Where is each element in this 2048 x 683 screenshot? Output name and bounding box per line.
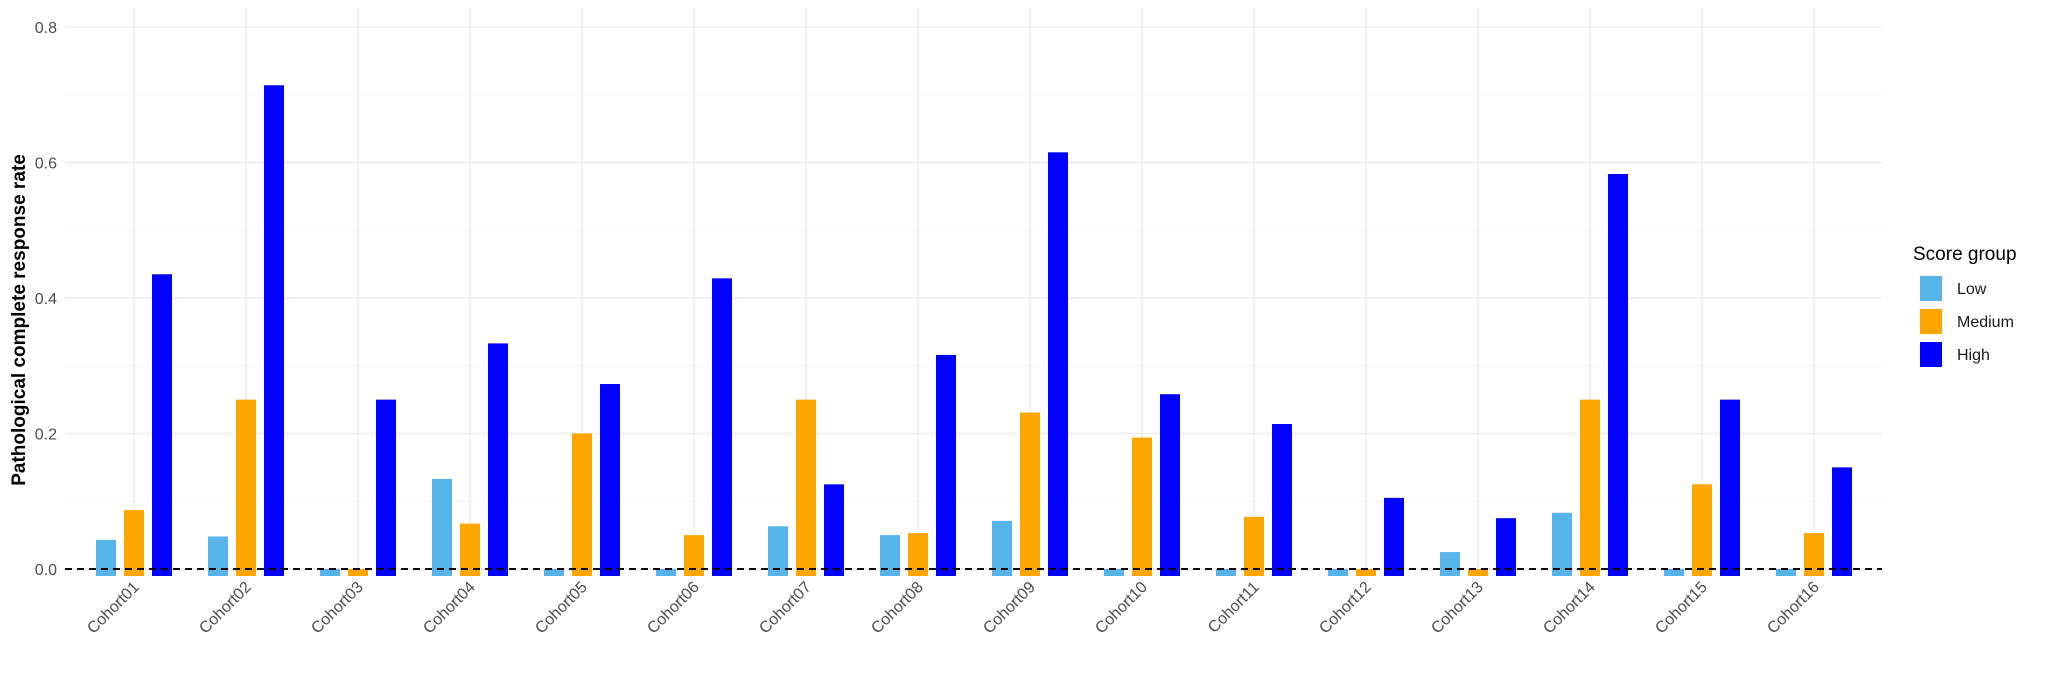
- x-tick-label: Cohort03: [308, 579, 367, 638]
- x-tick-label: Cohort05: [532, 579, 591, 638]
- y-axis-title: Pathological complete response rate: [9, 154, 30, 486]
- y-tick-label: 0.4: [35, 291, 57, 308]
- bar-high-cohort08: [936, 354, 956, 576]
- bar-medium-cohort09: [1020, 412, 1040, 576]
- x-tick-label: Cohort10: [1092, 579, 1151, 638]
- bar-medium-cohort11: [1244, 516, 1264, 576]
- y-tick-label: 0.6: [35, 156, 57, 173]
- x-tick-label: Cohort02: [196, 579, 255, 638]
- legend-title: Score group: [1913, 244, 2017, 265]
- y-tick-label: 0.0: [35, 562, 57, 579]
- bar-medium-cohort06: [684, 535, 704, 576]
- bar-high-cohort03: [376, 399, 396, 576]
- bar-medium-cohort15: [1692, 484, 1712, 576]
- bar-low-cohort04: [432, 478, 452, 576]
- bar-low-cohort10: [1104, 569, 1124, 576]
- bar-medium-cohort08: [908, 533, 928, 576]
- bar-low-cohort03: [320, 569, 340, 576]
- bar-low-cohort06: [656, 569, 676, 576]
- legend-swatch-low: [1920, 276, 1942, 301]
- x-tick-label: Cohort01: [84, 579, 143, 638]
- bar-low-cohort12: [1328, 569, 1348, 576]
- x-tick-label: Cohort16: [1764, 579, 1823, 638]
- legend-label-high: High: [1957, 347, 1990, 364]
- bar-medium-cohort10: [1132, 437, 1152, 576]
- legend-swatch-high: [1920, 342, 1942, 367]
- bar-high-cohort15: [1720, 399, 1740, 576]
- bar-high-cohort01: [152, 274, 172, 576]
- x-tick-label: Cohort04: [420, 579, 479, 638]
- y-tick-label: 0.8: [35, 20, 57, 37]
- bars: [96, 85, 1852, 576]
- bar-low-cohort11: [1216, 569, 1236, 576]
- bar-high-cohort06: [712, 278, 732, 576]
- x-axis: Cohort01 Cohort02 Cohort03 Cohort04 Cohort05…: [84, 579, 1823, 638]
- bar-high-cohort09: [1048, 152, 1068, 576]
- bar-high-cohort07: [824, 484, 844, 576]
- x-tick-label: Cohort14: [1540, 579, 1599, 638]
- bar-high-cohort13: [1496, 518, 1516, 576]
- bar-high-cohort16: [1832, 467, 1852, 576]
- bar-medium-cohort04: [460, 523, 480, 576]
- bar-low-cohort09: [992, 520, 1012, 576]
- bar-high-cohort02: [264, 85, 284, 576]
- y-tick-label: 0.2: [35, 427, 57, 444]
- bar-high-cohort04: [488, 343, 508, 576]
- bar-low-cohort08: [880, 535, 900, 576]
- bar-high-cohort05: [600, 384, 620, 576]
- x-tick-label: Cohort12: [1316, 579, 1375, 638]
- bar-medium-cohort03: [348, 569, 368, 576]
- bar-low-cohort13: [1440, 552, 1460, 576]
- x-tick-label: Cohort08: [868, 579, 927, 638]
- bar-high-cohort11: [1272, 424, 1292, 576]
- x-tick-label: Cohort06: [644, 579, 703, 638]
- x-tick-label: Cohort09: [980, 579, 1039, 638]
- bar-medium-cohort16: [1804, 533, 1824, 576]
- bar-high-cohort12: [1384, 497, 1404, 576]
- bar-medium-cohort02: [236, 399, 256, 576]
- bar-low-cohort07: [768, 526, 788, 576]
- bar-low-cohort01: [96, 539, 116, 576]
- bar-medium-cohort12: [1356, 569, 1376, 576]
- x-tick-label: Cohort07: [756, 579, 815, 638]
- bar-medium-cohort14: [1580, 399, 1600, 576]
- bar-high-cohort14: [1608, 174, 1628, 576]
- bar-medium-cohort01: [124, 510, 144, 576]
- bar-low-cohort14: [1552, 512, 1572, 576]
- x-tick-label: Cohort13: [1428, 579, 1487, 638]
- legend: Score group Low Medium High: [1913, 244, 2017, 367]
- bar-medium-cohort05: [572, 433, 592, 576]
- legend-label-low: Low: [1957, 281, 1987, 298]
- bar-low-cohort05: [544, 569, 564, 576]
- y-axis: 0.0 0.2 0.4 0.6 0.8: [35, 20, 57, 579]
- legend-label-medium: Medium: [1957, 314, 2014, 331]
- x-tick-label: Cohort11: [1205, 579, 1263, 637]
- bar-low-cohort15: [1664, 569, 1684, 576]
- bar-medium-cohort07: [796, 399, 816, 576]
- bar-low-cohort16: [1776, 569, 1796, 576]
- bar-high-cohort10: [1160, 394, 1180, 576]
- bar-medium-cohort13: [1468, 569, 1488, 576]
- bar-low-cohort02: [208, 536, 228, 576]
- x-tick-label: Cohort15: [1652, 579, 1711, 638]
- legend-swatch-medium: [1920, 309, 1942, 334]
- legend-items: Low Medium High: [1920, 276, 2014, 367]
